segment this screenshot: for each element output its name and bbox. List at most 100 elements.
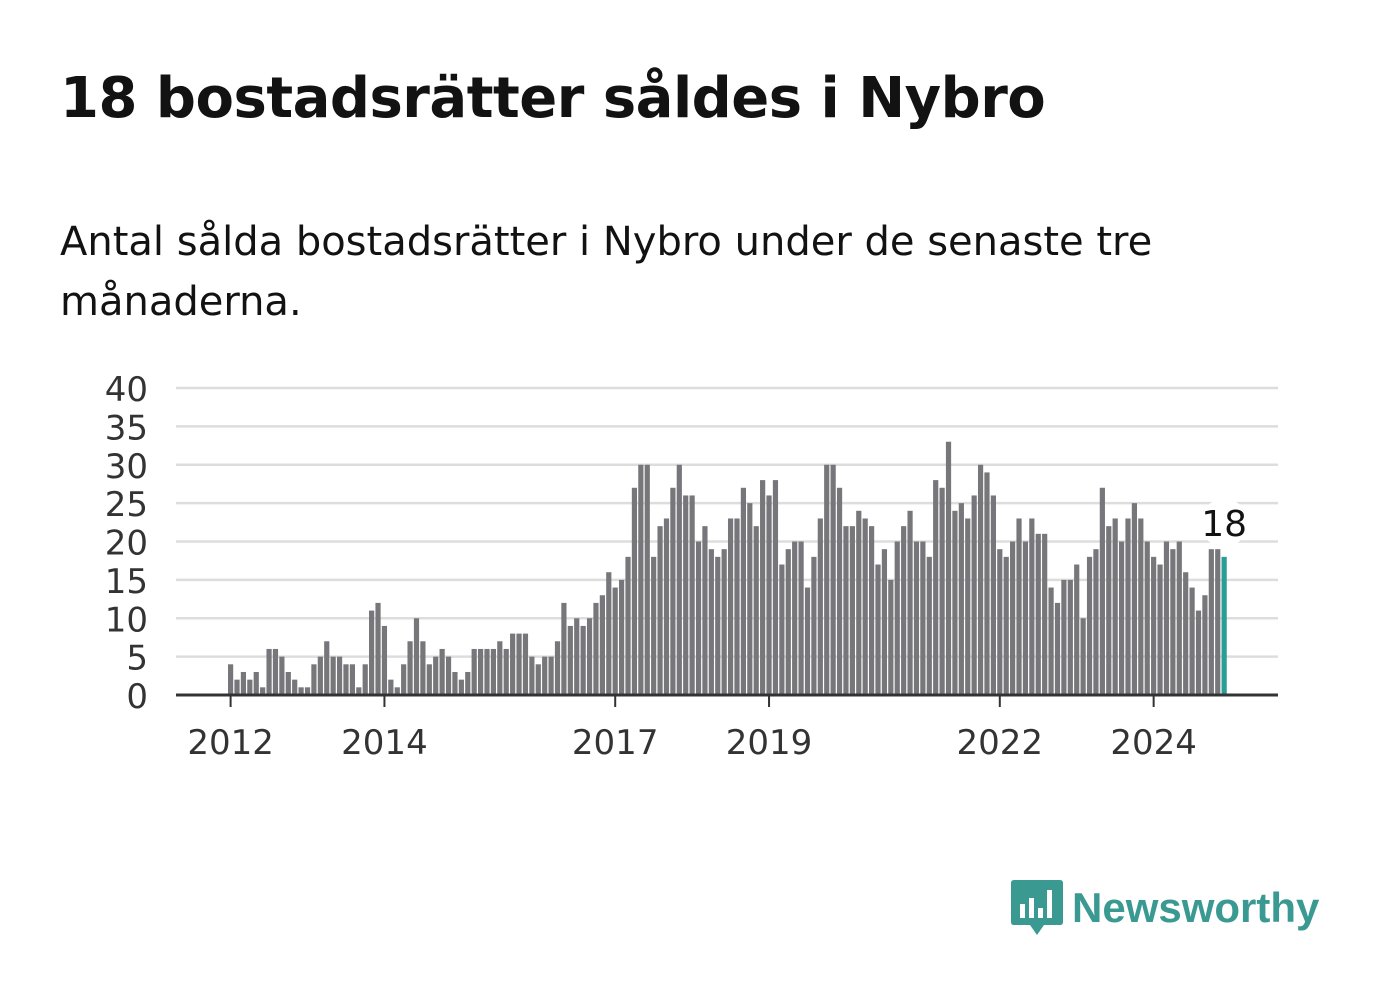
- bar: [1099, 487, 1105, 695]
- bar: [920, 541, 926, 695]
- bar: [817, 518, 823, 695]
- bar: [740, 487, 746, 695]
- bar: [228, 664, 234, 695]
- bar: [394, 687, 400, 695]
- bar: [785, 549, 791, 695]
- bar: [625, 556, 631, 695]
- bar: [933, 480, 939, 695]
- y-tick-label: 15: [105, 562, 148, 602]
- y-tick-label: 5: [126, 639, 148, 679]
- bar: [1144, 541, 1150, 695]
- bar: [638, 464, 644, 695]
- bar: [330, 656, 336, 695]
- bar: [1131, 503, 1138, 695]
- bar: [343, 664, 349, 695]
- bar: [471, 648, 477, 695]
- bar: [285, 671, 291, 695]
- x-tick-label: 2024: [1110, 723, 1197, 763]
- bar: [529, 656, 535, 695]
- bar: [888, 579, 894, 695]
- bar: [1125, 518, 1131, 695]
- bar: [881, 549, 888, 695]
- bar: [1215, 549, 1221, 695]
- bar: [651, 556, 657, 695]
- bar: [433, 656, 439, 695]
- bar: [356, 687, 362, 695]
- bar: [497, 641, 503, 695]
- newsworthy-logo: Newsworthy: [1010, 878, 1319, 938]
- bar: [779, 564, 785, 695]
- bar: [561, 602, 567, 695]
- x-tick-label: 2012: [187, 723, 274, 763]
- bar: [253, 671, 259, 695]
- bar: [240, 671, 247, 695]
- bar: [317, 656, 323, 695]
- highlight-value-label: 18: [1201, 504, 1247, 545]
- bar: [1106, 526, 1112, 695]
- page-subtitle: Antal sålda bostadsrätter i Nybro under …: [60, 219, 1153, 325]
- bar: [798, 541, 804, 695]
- bar: [1010, 541, 1016, 695]
- x-tick-label: 2019: [726, 723, 813, 763]
- bar: [401, 664, 407, 695]
- bar: [984, 472, 990, 695]
- bar: [830, 464, 836, 695]
- y-tick-label: 0: [126, 677, 148, 717]
- bar: [670, 487, 676, 695]
- bar: [766, 495, 772, 695]
- bar: [1035, 533, 1041, 695]
- bar: [702, 526, 708, 695]
- bar: [1080, 618, 1086, 695]
- bar: [606, 572, 612, 695]
- bar: [266, 648, 272, 695]
- y-tick-label: 25: [105, 485, 148, 525]
- bar: [388, 679, 394, 695]
- bar-chart-speech-bubble-icon: [1011, 880, 1063, 935]
- bar: [734, 518, 740, 695]
- bar: [727, 518, 734, 695]
- bar: [279, 656, 285, 695]
- bar: [304, 687, 311, 695]
- bar: [1118, 541, 1125, 695]
- bar: [612, 587, 618, 695]
- bar: [548, 656, 554, 695]
- highlight-annotation: 18: [1200, 498, 1249, 547]
- bar: [542, 656, 548, 695]
- bar: [1170, 549, 1176, 695]
- bar: [990, 495, 996, 695]
- bar: [1022, 541, 1029, 695]
- bar: [369, 610, 375, 695]
- bar: [580, 625, 586, 695]
- bar: [1195, 610, 1202, 695]
- bar: [836, 487, 843, 695]
- bar: [586, 618, 593, 695]
- brand-name: Newsworthy: [1072, 884, 1320, 931]
- bar: [811, 556, 817, 695]
- bar: [875, 564, 881, 695]
- bar: [926, 556, 932, 695]
- bar: [1093, 549, 1099, 695]
- bar: [760, 480, 766, 695]
- page-title: 18 bostadsrätter såldes i Nybro: [60, 66, 1046, 131]
- bar: [522, 633, 529, 695]
- bar: [958, 503, 964, 695]
- bar: [336, 656, 343, 695]
- bar: [420, 641, 426, 695]
- bar: [657, 526, 663, 695]
- bar: [708, 549, 714, 695]
- bar: [689, 495, 695, 695]
- bar: [683, 495, 689, 695]
- bar: [856, 510, 862, 695]
- bar: [567, 625, 573, 695]
- bar: [554, 641, 561, 695]
- bar: [599, 595, 605, 695]
- bar: [516, 633, 522, 695]
- bar: [695, 541, 702, 695]
- bar: [792, 541, 798, 695]
- bar: [619, 579, 625, 695]
- bar: [452, 671, 458, 695]
- bar: [663, 518, 670, 695]
- bar: [849, 526, 855, 695]
- bar: [843, 526, 849, 695]
